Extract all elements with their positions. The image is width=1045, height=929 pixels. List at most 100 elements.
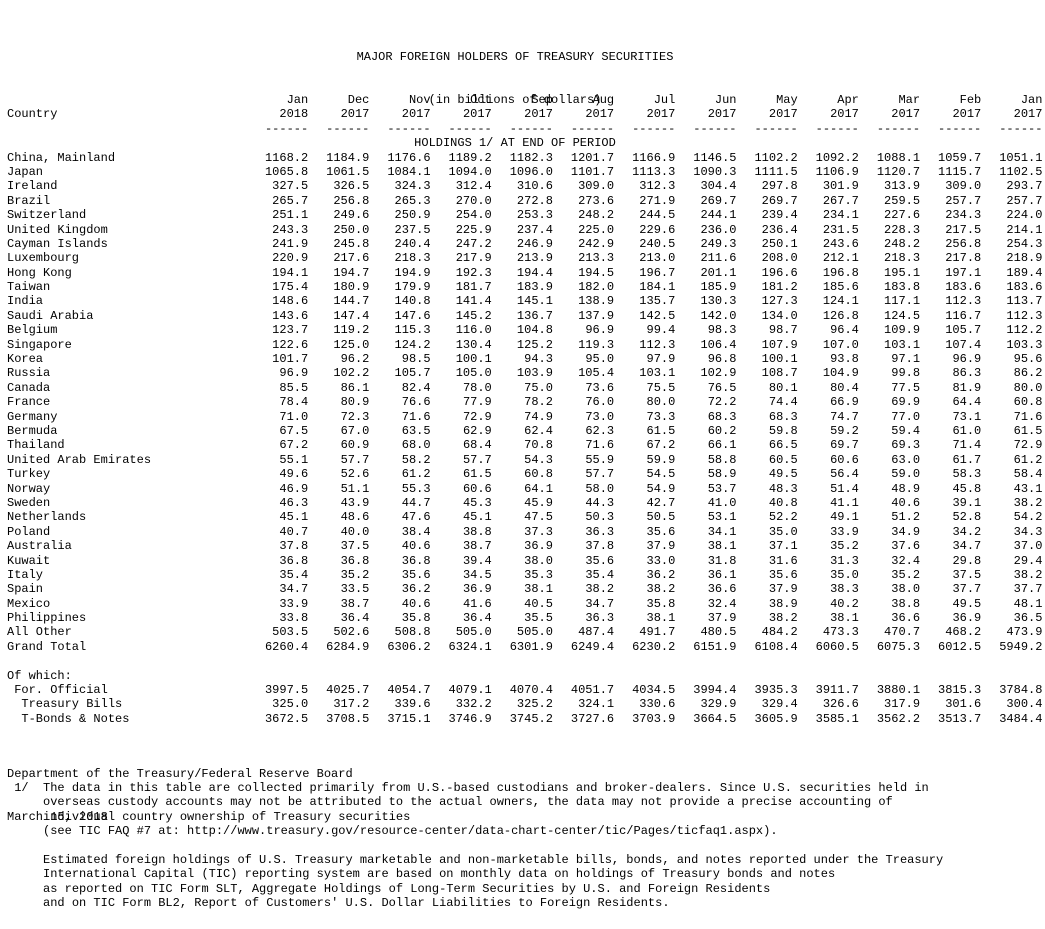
holding-value: 246.9	[516, 236, 553, 251]
holding-value: 37.6	[891, 539, 921, 554]
holding-value: 245.8	[333, 236, 370, 251]
subtotal-value: 3911.7	[815, 683, 859, 698]
estimate-note-line: and on TIC Form BL2, Report of Customers…	[7, 896, 943, 910]
footer: Department of the Treasury/Federal Reser…	[7, 738, 353, 839]
country-name: Grand Total	[7, 639, 87, 654]
holding-value: 505.0	[455, 625, 492, 640]
holding-value: 55.1	[279, 452, 309, 467]
country-name: All Other	[7, 625, 72, 640]
holding-value: 1061.5	[326, 164, 370, 179]
holding-value: 49.5	[952, 596, 982, 611]
holding-value: 62.3	[585, 423, 615, 438]
holding-value: 59.9	[646, 452, 676, 467]
holding-value: 123.7	[272, 323, 309, 338]
holding-value: 254.0	[455, 208, 492, 223]
column-month: Apr	[837, 93, 859, 107]
subtotal-value: 3745.2	[509, 711, 553, 726]
country-name: Spain	[7, 582, 44, 597]
holding-value: 97.1	[891, 352, 921, 367]
country-name: Korea	[7, 352, 44, 367]
holding-value: 40.0	[340, 524, 370, 539]
holding-value: 243.3	[272, 222, 309, 237]
holding-value: 80.0	[646, 395, 676, 410]
holding-value: 247.2	[455, 236, 492, 251]
country-name: Brazil	[7, 193, 51, 208]
holding-value: 102.2	[333, 366, 370, 381]
holding-value: 6060.5	[815, 639, 859, 654]
holding-value: 112.2	[1006, 323, 1043, 338]
holding-value: 45.1	[462, 510, 492, 525]
subtotal-value: 4079.1	[448, 683, 492, 698]
holding-value: 71.0	[279, 409, 309, 424]
holding-value: 80.4	[830, 380, 859, 395]
country-name: Kuwait	[7, 553, 51, 568]
holding-value: 49.5	[768, 467, 798, 482]
holding-value: 60.9	[340, 438, 370, 453]
holding-value: 72.2	[707, 395, 737, 410]
holding-value: 61.5	[1013, 423, 1043, 438]
holding-value: 46.3	[279, 495, 309, 510]
column-month: Jun	[714, 93, 737, 107]
table-row: Germany 71.0 72.3 71.6 72.9 74.9 73.0 73.3 68.3 6…	[7, 410, 1042, 424]
holding-value: 1059.7	[938, 150, 982, 165]
table-row: Hong Kong 194.1 194.7 194.9 192.3 194.4 194.5 1…	[7, 266, 1042, 280]
column-month: Jan	[1020, 93, 1043, 107]
holding-value: 35.6	[401, 567, 431, 582]
holding-value: 76.0	[585, 395, 615, 410]
holding-value: 61.5	[646, 423, 676, 438]
title-line-1: MAJOR FOREIGN HOLDERS OF TREASURY SECURI…	[356, 49, 674, 64]
estimate-note-text: as reported on TIC Form SLT, Aggregate H…	[43, 881, 771, 896]
holding-value: 31.8	[707, 553, 737, 568]
holding-value: 297.8	[761, 179, 798, 194]
holding-value: 38.0	[891, 582, 921, 597]
holding-value: 96.4	[830, 323, 859, 338]
country-name: Bermuda	[7, 423, 58, 438]
holding-value: 140.8	[394, 294, 431, 309]
table-row: Singapore 122.6 125.0 124.2 130.4 125.2 119.3 1…	[7, 338, 1042, 352]
spacer-row	[7, 654, 1042, 668]
holding-value: 231.5	[822, 222, 859, 237]
holding-value: 293.7	[1006, 179, 1043, 194]
of-which-label: Of which:	[7, 668, 72, 683]
holding-value: 55.3	[401, 481, 431, 496]
holding-value: 38.2	[1013, 567, 1043, 582]
holding-value: 213.9	[516, 251, 553, 266]
holding-value: 38.1	[524, 582, 553, 597]
holding-value: 38.8	[462, 524, 492, 539]
subtotal-value: 325.0	[272, 697, 309, 712]
holding-value: 99.4	[646, 323, 676, 338]
holding-value: 473.9	[1006, 625, 1043, 640]
table-row: Grand Total 6260.4 6284.9 6306.2 6324.1 6301.…	[7, 640, 1042, 654]
table-row: Ireland 327.5 326.5 324.3 312.4 310.6 309.0 312…	[7, 179, 1042, 193]
holding-value: 271.9	[639, 193, 676, 208]
holding-value: 237.5	[394, 222, 431, 237]
of-which-row: Of which:	[7, 669, 1042, 683]
holding-value: 100.1	[761, 352, 798, 367]
holding-value: 181.2	[761, 280, 798, 295]
holding-value: 68.4	[462, 438, 492, 453]
holding-value: 6075.3	[876, 639, 921, 654]
country-name: Poland	[7, 524, 51, 539]
holding-value: 35.0	[768, 524, 798, 539]
holding-value: 236.0	[700, 222, 737, 237]
holding-value: 99.8	[891, 366, 921, 381]
country-name: United Arab Emirates	[7, 452, 152, 467]
holding-value: 103.1	[884, 337, 921, 352]
holding-value: 122.6	[272, 337, 309, 352]
holding-value: 250.1	[761, 236, 798, 251]
holding-value: 54.5	[646, 467, 676, 482]
holding-value: 269.7	[761, 193, 798, 208]
holding-value: 248.2	[578, 208, 615, 223]
country-column-header: Country	[7, 107, 58, 122]
holding-value: 213.0	[639, 251, 676, 266]
holding-value: 249.6	[333, 208, 370, 223]
holding-value: 220.9	[272, 251, 309, 266]
column-year: 2017	[891, 107, 921, 122]
column-year: 2017	[524, 107, 553, 122]
subtotal-value: 329.9	[700, 697, 737, 712]
holding-value: 148.6	[272, 294, 309, 309]
column-rule: ------	[754, 121, 798, 136]
holding-value: 40.2	[830, 596, 859, 611]
holding-value: 179.9	[394, 280, 431, 295]
holding-value: 45.8	[952, 481, 982, 496]
